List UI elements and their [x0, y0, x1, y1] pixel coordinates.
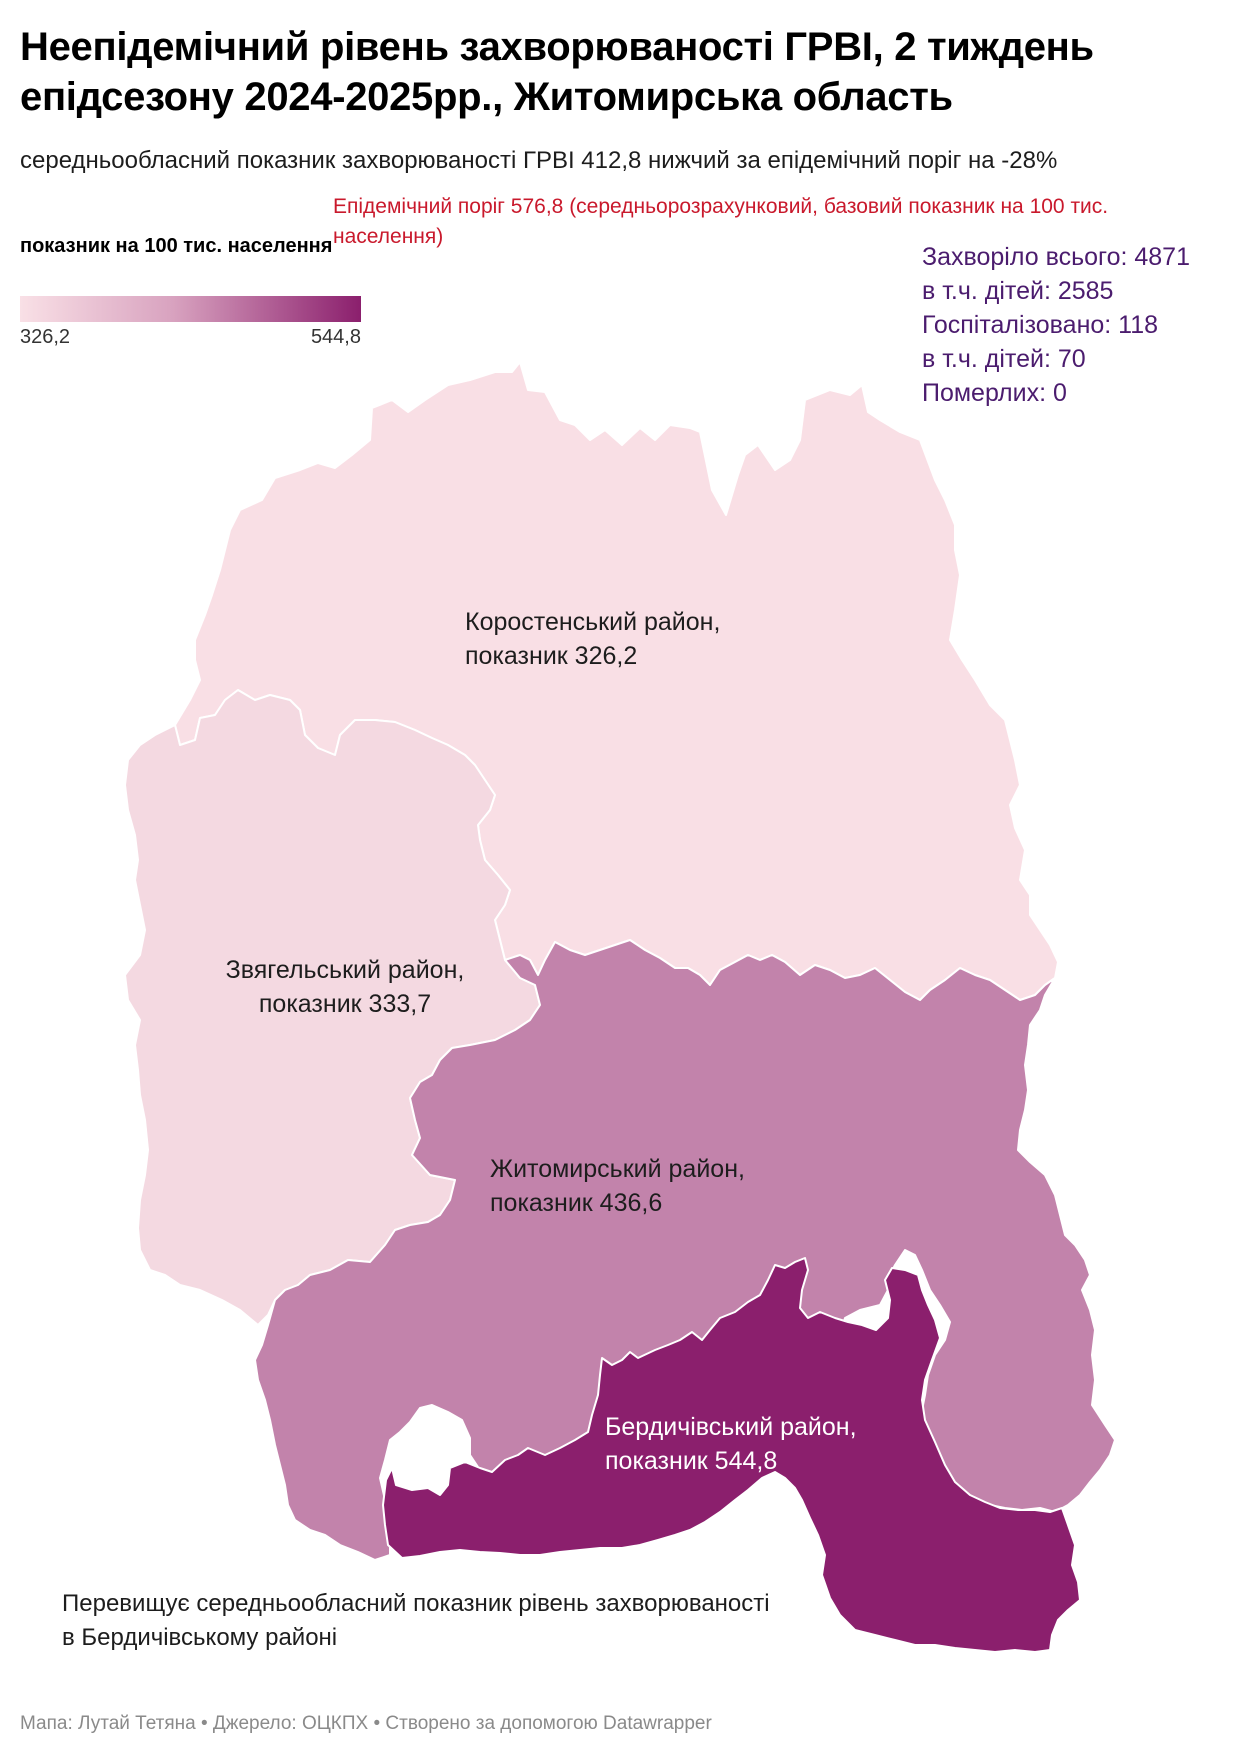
legend-max-label: 544,8 — [310, 326, 361, 348]
legend-title: показник на 100 тис. населення — [20, 235, 333, 257]
region-label-line: Коростенський район, — [465, 608, 721, 636]
epidemic-threshold-note: Епідемічний поріг 576,8 (середньорозраху… — [333, 195, 1109, 248]
region-zhytomyr[interactable] — [254, 939, 1116, 1561]
region-label-line: показник 326,2 — [465, 642, 638, 670]
stat-children-hospitalized: в т.ч. дітей: 70 — [922, 345, 1086, 373]
legend-color-scale — [20, 296, 361, 322]
region-label-line: Звягельський район, — [225, 956, 465, 984]
region-label-line: показник 333,7 — [258, 990, 432, 1018]
stat-hospitalized: Госпіталізовано: 118 — [922, 311, 1159, 339]
region-berdychiv[interactable] — [382, 1257, 1081, 1653]
stat-total-sick: Захворіло всього: 4871 — [922, 243, 1190, 271]
map-title: Неепідемічний рівень захворюваності ГРВІ… — [20, 25, 1094, 119]
stat-deaths: Померлих: 0 — [922, 379, 1067, 407]
region-label-zviahel: Звягельський район, показник 333,7 — [200, 953, 490, 1021]
stats-block: Захворіло всього: 4871 в т.ч. дітей: 258… — [922, 240, 1222, 410]
region-label-line: показник 436,6 — [490, 1189, 663, 1217]
region-label-korosten: Коростенський район, показник 326,2 — [465, 605, 720, 673]
region-label-berdychiv: Бердичівський район, показник 544,8 — [605, 1410, 857, 1478]
region-label-line: Житомирський район, — [490, 1155, 745, 1183]
legend-min-label: 326,2 — [20, 326, 71, 348]
region-label-line: Бердичівський район, — [605, 1413, 857, 1441]
stat-children-sick: в т.ч. дітей: 2585 — [922, 277, 1114, 305]
map-footer: Мапа: Лутай Тетяна • Джерело: ОЦКПХ • Ст… — [20, 1713, 712, 1734]
map-annotation: Перевищує середньообласний показник ріве… — [62, 1590, 770, 1651]
region-label-line: показник 544,8 — [605, 1447, 778, 1475]
map-subtitle: середньообласний показник захворюваності… — [20, 147, 1058, 174]
region-label-zhytomyr: Житомирський район, показник 436,6 — [490, 1152, 745, 1220]
